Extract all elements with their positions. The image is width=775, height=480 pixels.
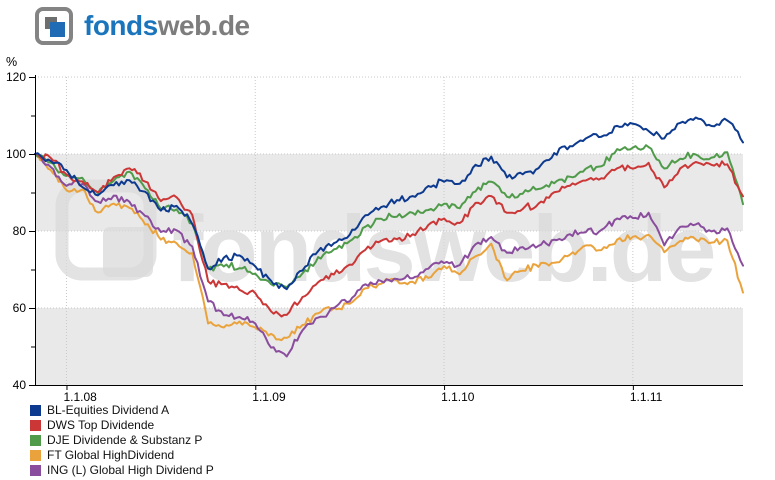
legend-item-bl-equities: BL-Equities Dividend A: [30, 403, 214, 418]
legend-label: DJE Dividende & Substanz P: [47, 433, 203, 447]
legend-item-dje: DJE Dividende & Substanz P: [30, 433, 214, 448]
legend-swatch-purple: [30, 465, 41, 476]
legend-label: DWS Top Dividende: [47, 418, 155, 432]
legend-item-ing: ING (L) Global High Dividend P: [30, 463, 214, 478]
y-tick-label: 100: [6, 147, 26, 161]
x-tick-label: 1.1.09: [252, 390, 286, 404]
series-line-0: [34, 116, 744, 291]
legend-swatch-green: [30, 435, 41, 446]
x-tick-label: 1.1.11: [630, 390, 663, 404]
legend-swatch-orange: [30, 450, 41, 461]
legend-label: ING (L) Global High Dividend P: [47, 463, 214, 477]
legend-swatch-red: [30, 420, 41, 431]
logo-square-blue: [50, 22, 65, 37]
legend-swatch-blue: [30, 405, 41, 416]
y-tick-label: 40: [13, 378, 27, 392]
y-tick-label: 60: [13, 301, 27, 315]
watermark-text: fondsweb.de: [172, 196, 714, 301]
background-band: [35, 308, 743, 385]
y-tick-label: 120: [6, 70, 26, 84]
series-line-1: [34, 153, 744, 318]
watermark-icon-square: [103, 227, 153, 277]
legend-label: BL-Equities Dividend A: [47, 403, 170, 417]
fondsweb-logo-text: fondsweb.de: [84, 7, 250, 45]
series-line-2: [34, 144, 744, 289]
legend-item-dws: DWS Top Dividende: [30, 418, 214, 433]
y-axis-unit-label: %: [6, 55, 17, 69]
logo-text-primary: fonds: [84, 10, 158, 41]
logo-text-secondary: web.de: [157, 10, 250, 41]
fondsweb-logo[interactable]: fondsweb.de: [35, 7, 250, 45]
legend-label: FT Global HighDividend: [47, 448, 175, 462]
chart-legend: BL-Equities Dividend A DWS Top Dividende…: [30, 403, 214, 478]
series-line-4: [34, 153, 744, 358]
fondsweb-logo-icon: [35, 7, 73, 45]
x-tick-label: 1.1.08: [63, 390, 97, 404]
legend-item-ft: FT Global HighDividend: [30, 448, 214, 463]
x-tick-label: 1.1.10: [441, 390, 475, 404]
y-tick-label: 80: [13, 224, 27, 238]
